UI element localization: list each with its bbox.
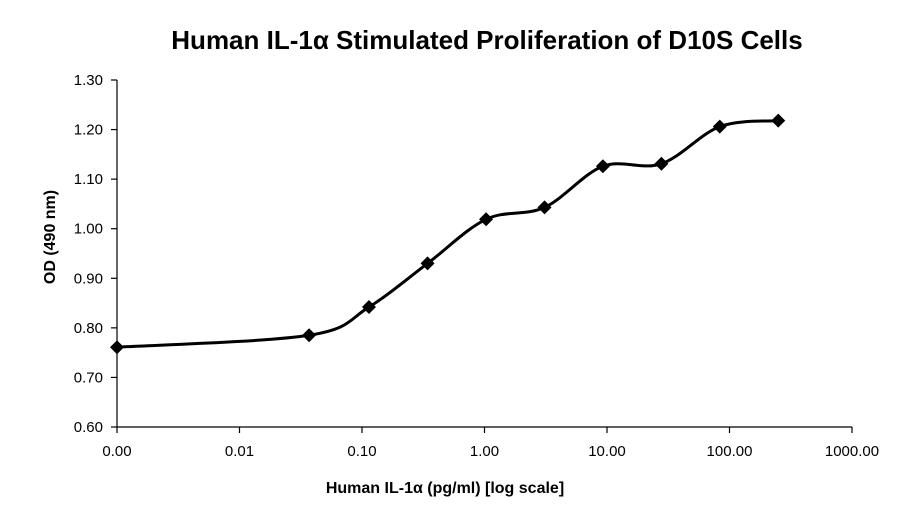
axes [116, 80, 852, 428]
data-point [420, 256, 435, 271]
data-point [361, 300, 376, 315]
y-tick-label: 0.80 [74, 320, 103, 337]
data-point [302, 328, 317, 343]
series-line [115, 119, 780, 349]
x-axis-label: Human IL-1α (pg/ml) [log scale] [326, 480, 564, 497]
y-tick-label: 1.20 [74, 122, 103, 139]
x-tick-label: 10.00 [588, 443, 626, 460]
data-point [110, 340, 124, 355]
x-tick-label: 0.01 [225, 443, 254, 460]
x-tick-label: 100.00 [707, 443, 753, 460]
y-tick-label: 1.10 [74, 171, 103, 188]
data-point [595, 159, 610, 174]
data-point [479, 212, 494, 227]
x-tick-label: 0.10 [347, 443, 376, 460]
data-point [537, 200, 552, 215]
x-axis-ticks: 0.00 0.01 0.10 1.00 10.00 100.00 1000.00 [102, 427, 879, 460]
y-tick-label: 0.90 [74, 270, 103, 287]
x-tick-label: 1000.00 [825, 443, 879, 460]
y-tick-label: 1.30 [74, 72, 103, 89]
y-axis-label: OD (490 nm) [42, 190, 59, 284]
x-tick-label: 0.00 [102, 443, 131, 460]
chart-title: Human IL-1α Stimulated Proliferation of … [171, 25, 802, 55]
y-tick-label: 0.60 [74, 419, 103, 436]
series-group [110, 113, 786, 355]
x-tick-label: 1.00 [470, 443, 499, 460]
data-point [771, 113, 786, 128]
data-point [712, 119, 727, 134]
y-tick-label: 1.00 [74, 221, 103, 238]
y-axis-ticks: 0.60 0.70 0.80 0.90 1.00 1.10 1.20 1.30 [74, 72, 117, 436]
data-point [654, 156, 669, 171]
y-tick-label: 0.70 [74, 369, 103, 386]
